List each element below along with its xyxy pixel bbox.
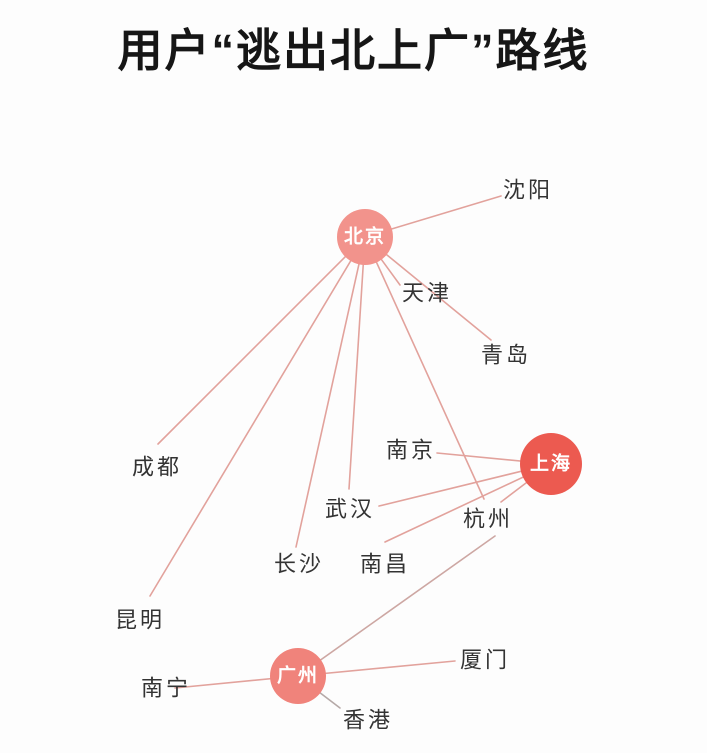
hub-label-shanghai: 上海 <box>530 452 572 475</box>
city-label-tianjin: 天津 <box>402 281 452 306</box>
hub-label-beijing: 北京 <box>344 225 386 248</box>
city-label-nanjing: 南京 <box>386 438 436 463</box>
city-label-nanchang: 南昌 <box>360 552 410 577</box>
hub-node-guangzhou <box>270 648 326 704</box>
city-label-xiamen: 厦门 <box>460 648 510 673</box>
hub-node-beijing <box>337 209 393 265</box>
hub-node-shanghai <box>520 433 582 495</box>
city-label-hangzhou: 杭州 <box>463 507 513 532</box>
city-label-wuhan: 武汉 <box>325 497 375 522</box>
city-label-kunming: 昆明 <box>115 608 165 633</box>
city-label-changsha: 长沙 <box>274 552 324 577</box>
edge-beijing-wuhan <box>348 236 366 490</box>
city-label-qingdao: 青岛 <box>481 343 531 368</box>
edge-beijing-chengdu <box>157 236 366 445</box>
page-title: 用户“逃出北上广”路线 <box>117 25 590 76</box>
hub-label-guangzhou: 广州 <box>277 664 319 687</box>
city-label-shenyang: 沈阳 <box>503 178 553 203</box>
city-label-chengdu: 成都 <box>132 455 182 480</box>
edge-beijing-changsha <box>295 236 366 548</box>
city-label-hongkong: 香港 <box>343 708 393 733</box>
city-label-nanning: 南宁 <box>141 676 191 701</box>
edge-guangzhou-hangzhou <box>297 535 496 677</box>
edge-beijing-kunming <box>149 236 366 597</box>
